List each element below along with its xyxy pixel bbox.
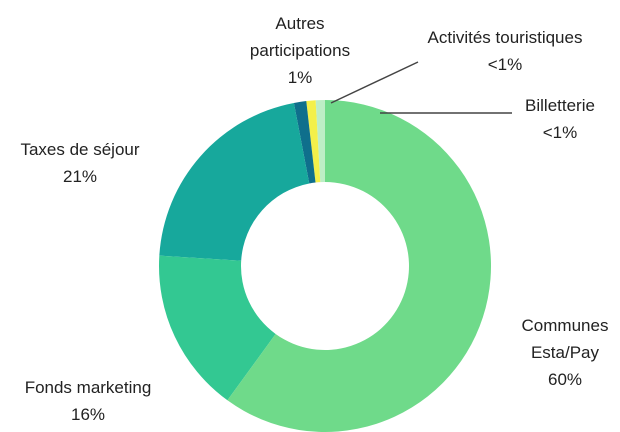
segment-label: Communes Esta/Pay 60%	[505, 312, 620, 393]
donut-segment	[227, 100, 491, 432]
donut-segment	[159, 255, 276, 401]
value-label: 60%	[547, 370, 583, 389]
value-label: 16%	[70, 405, 106, 424]
value-label: <1%	[487, 55, 523, 74]
donut-segment	[315, 100, 325, 183]
category-name: Communes Esta/Pay	[521, 316, 609, 362]
category-name: Activités touristiques	[427, 28, 583, 47]
segment-label: Activités touristiques <1%	[395, 24, 615, 78]
leader-line	[330, 61, 419, 104]
segment-label: Fonds marketing 16%	[0, 374, 176, 428]
category-name: Autres participations	[249, 14, 351, 60]
value-label: 1%	[287, 68, 313, 87]
donut-segment	[306, 100, 321, 183]
category-name: Fonds marketing	[24, 378, 152, 397]
value-label: 21%	[62, 167, 98, 186]
donut-segment	[293, 101, 316, 184]
segment-label: Billetterie <1%	[500, 92, 620, 146]
value-label: <1%	[542, 123, 578, 142]
donut-segment	[159, 102, 310, 261]
category-name: Taxes de séjour	[20, 140, 140, 159]
segment-label: Taxes de séjour 21%	[20, 136, 140, 190]
category-name: Billetterie	[525, 96, 595, 115]
segment-label: Autres participations 1%	[225, 10, 375, 91]
